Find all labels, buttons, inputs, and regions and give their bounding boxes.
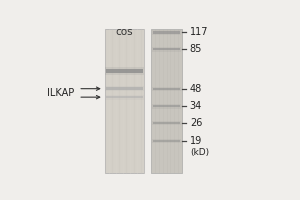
Text: ILKAP: ILKAP	[47, 88, 74, 98]
Bar	[153, 122, 181, 124]
Text: 48: 48	[190, 84, 202, 94]
Bar	[153, 31, 181, 34]
Bar	[152, 104, 181, 109]
Bar	[105, 29, 145, 173]
Text: 34: 34	[190, 101, 202, 111]
Bar	[153, 88, 181, 90]
Bar	[105, 86, 144, 91]
Bar	[152, 47, 181, 52]
Bar	[106, 96, 143, 98]
Bar	[152, 87, 181, 91]
Text: 85: 85	[190, 44, 202, 54]
Bar	[153, 48, 181, 50]
Bar	[106, 87, 143, 90]
Bar	[152, 121, 181, 125]
Text: 117: 117	[190, 27, 208, 37]
Bar	[106, 69, 143, 73]
Text: (kD): (kD)	[190, 148, 209, 157]
Text: 26: 26	[190, 118, 202, 128]
Bar	[152, 30, 181, 35]
Bar	[153, 105, 181, 107]
Text: cos: cos	[116, 27, 134, 37]
Bar	[105, 67, 144, 75]
Text: 19: 19	[190, 136, 202, 146]
Bar	[152, 139, 181, 143]
Bar	[153, 140, 181, 142]
Bar	[105, 95, 144, 100]
Bar	[152, 29, 182, 173]
